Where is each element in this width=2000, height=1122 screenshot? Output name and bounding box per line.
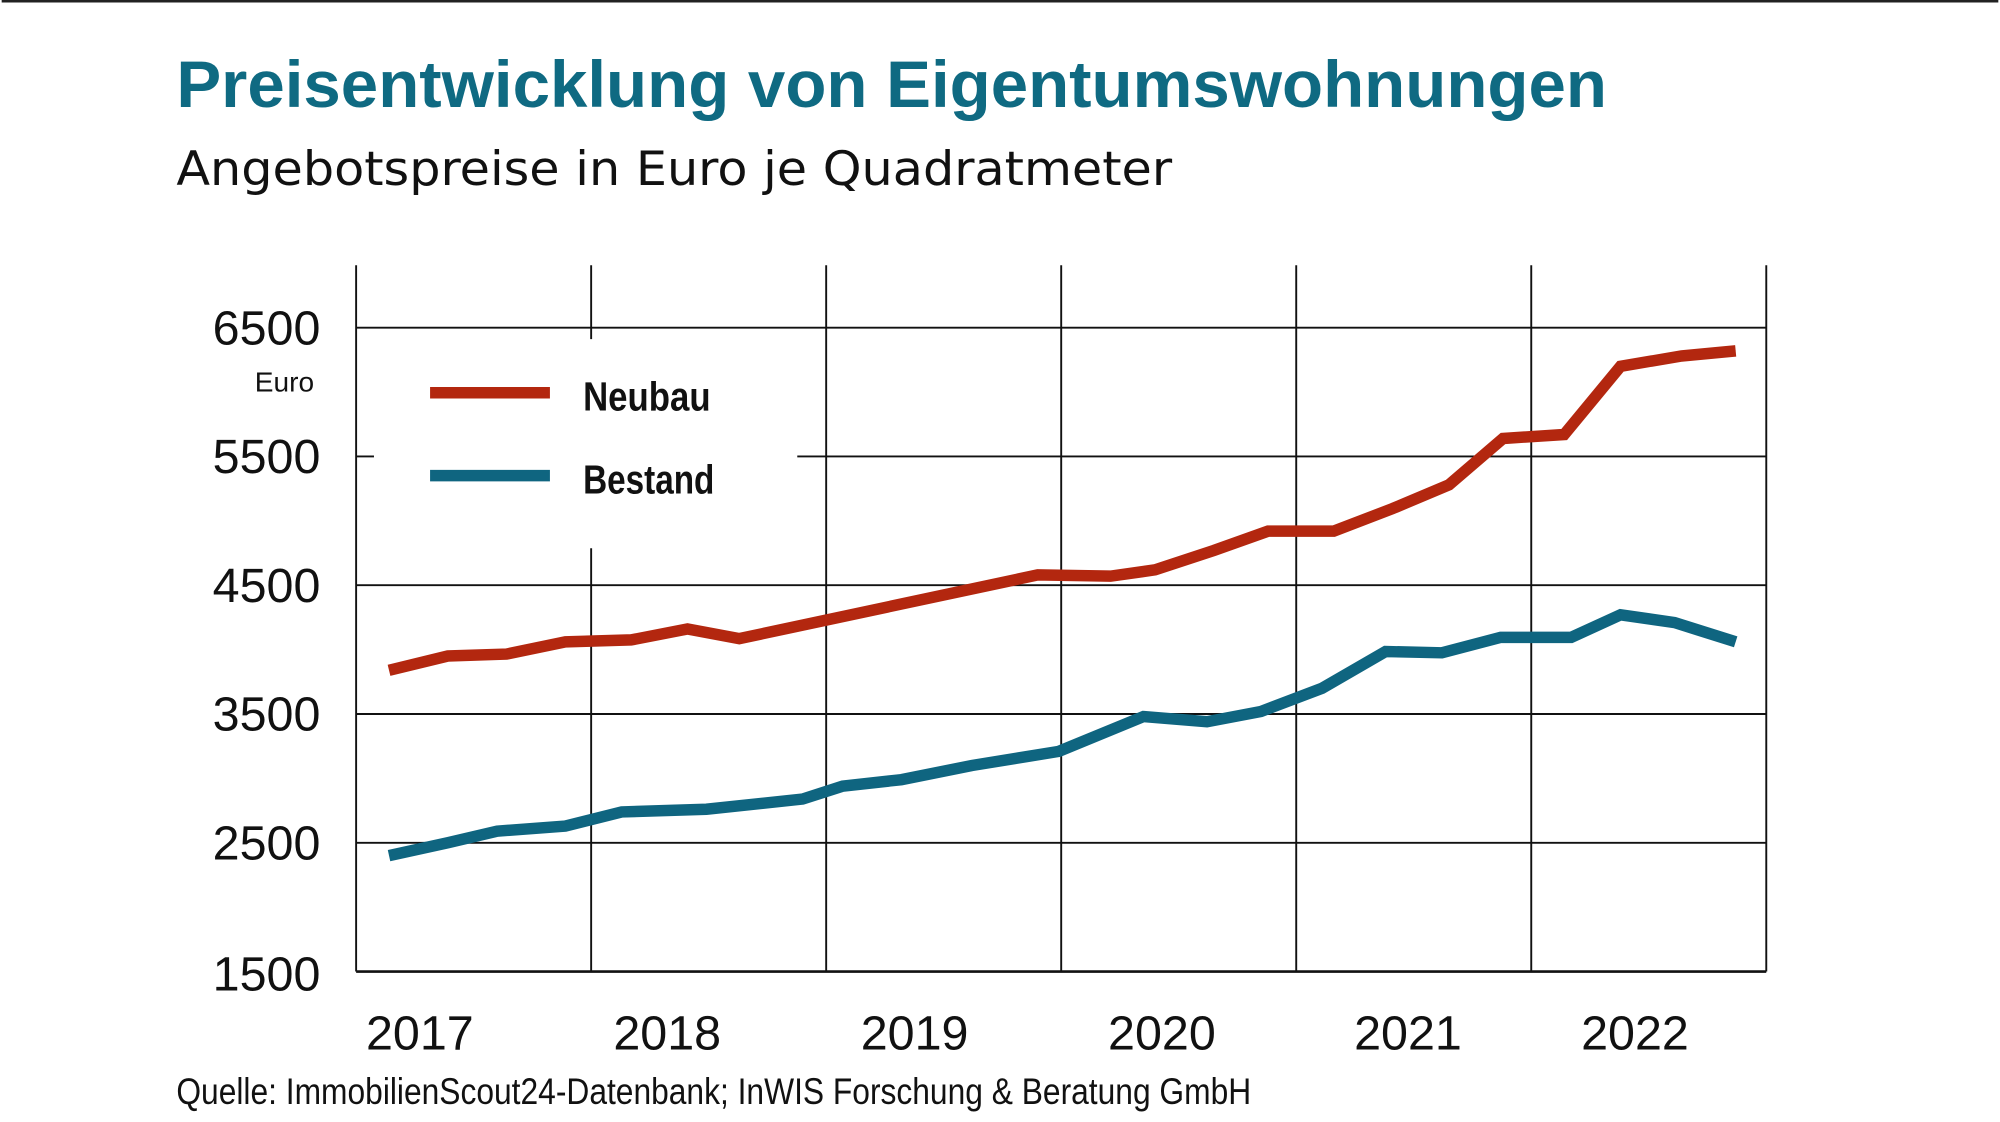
- y-axis: 1500 2500 3500 4500 5500 6500: [213, 301, 321, 1001]
- chart-subtitle: Angebotspreise in Euro je Quadratmeter: [176, 142, 1172, 197]
- series-line-bestand: [387, 608, 1738, 862]
- legend-label-neubau: Neubau: [583, 374, 711, 420]
- source-note: Quelle: ImmobilienScout24-Datenbank; InW…: [176, 1071, 1251, 1112]
- legend-background: [373, 341, 798, 546]
- x-tick-label: 2020: [1108, 1006, 1216, 1060]
- y-tick-label: 3500: [213, 688, 321, 742]
- x-tick-label: 2022: [1581, 1006, 1689, 1060]
- series-line-neubau: [387, 345, 1737, 676]
- y-tick-label: 2500: [213, 816, 321, 870]
- y-axis-unit: Euro: [255, 366, 314, 397]
- y-tick-label: 6500: [213, 301, 321, 355]
- x-tick-label: 2018: [613, 1006, 721, 1060]
- x-axis: 2017 2018 2019 2020 2021 2022: [366, 1006, 1689, 1060]
- x-tick-label: 2019: [861, 1006, 969, 1060]
- chart-title: Preisentwicklung von Eigentumswohnungen: [176, 48, 1607, 122]
- series-lines: [387, 345, 1738, 862]
- y-tick-label: 4500: [213, 559, 321, 613]
- legend: Neubau Bestand: [430, 374, 714, 502]
- legend-label-bestand: Bestand: [583, 456, 714, 502]
- y-tick-label: 1500: [213, 948, 321, 1002]
- x-tick-label: 2021: [1354, 1006, 1462, 1060]
- y-tick-label: 5500: [213, 430, 321, 484]
- x-tick-label: 2017: [366, 1006, 474, 1060]
